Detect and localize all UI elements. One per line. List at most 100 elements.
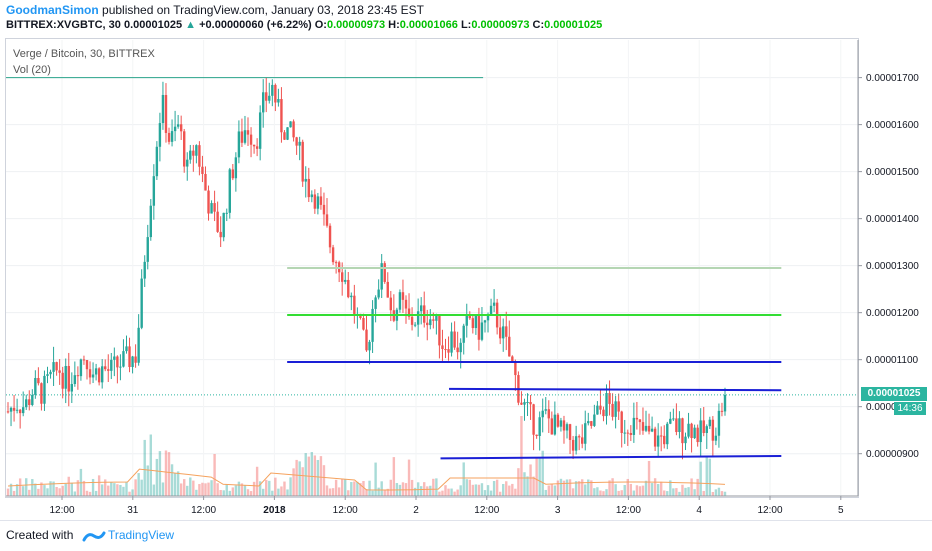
last-price-tag: 0.00001025: [861, 387, 927, 401]
volume-bar: [104, 479, 107, 496]
volume-bar: [666, 491, 669, 496]
volume-bar: [183, 479, 186, 496]
volume-bar: [289, 477, 292, 496]
volume-bar: [429, 485, 432, 496]
candle-body: [246, 130, 250, 135]
candle-body: [37, 377, 40, 384]
volume-bar: [246, 489, 250, 496]
volume-bar: [383, 489, 386, 496]
candle-body: [82, 359, 86, 361]
volume-bar: [693, 489, 696, 496]
volume-bar: [699, 461, 702, 496]
volume-bar: [313, 455, 317, 496]
candle-body: [553, 414, 557, 435]
candle-body: [593, 414, 596, 426]
candle-body: [374, 297, 377, 309]
volume-bar: [316, 459, 320, 496]
volume-bar: [67, 476, 70, 496]
volume-bar: [362, 480, 365, 496]
volume-bar: [249, 491, 253, 496]
volume-bar: [465, 479, 468, 496]
trend-line: [449, 387, 782, 392]
candle-body: [690, 423, 693, 439]
volume-bar: [596, 487, 599, 496]
candle-body: [192, 150, 195, 156]
author-link[interactable]: GoodmanSimon: [6, 3, 99, 17]
candle-body: [474, 315, 478, 329]
volume-bar: [374, 462, 377, 496]
volume-bar: [9, 483, 13, 496]
volume-bar: [25, 478, 28, 496]
x-tick-label: 12:00: [333, 505, 358, 516]
volume-bar: [708, 458, 712, 496]
candle-body: [210, 203, 213, 214]
candle-body: [383, 263, 386, 282]
volume-bar: [541, 450, 544, 496]
candle-body: [61, 372, 64, 389]
candle-body: [647, 425, 651, 432]
close-value: 0.00001025: [544, 19, 603, 31]
x-tick-label: 12:00: [474, 505, 499, 516]
candle-body: [18, 409, 22, 414]
volume-bar: [334, 479, 338, 496]
volume-bar: [167, 452, 171, 496]
candle-body: [113, 356, 116, 360]
candle-body: [626, 432, 629, 434]
volume-bar: [687, 487, 690, 496]
volume-bar: [271, 490, 274, 496]
candle-body: [365, 329, 368, 351]
candle-body: [623, 432, 626, 434]
volume-bar: [626, 478, 629, 496]
y-tick-label: 0.00001700: [866, 73, 919, 84]
legend-indicator[interactable]: Vol (20): [13, 64, 51, 76]
volume-bar: [213, 454, 216, 496]
candle-body: [635, 417, 639, 420]
tradingview-brand-link[interactable]: TradingView: [108, 528, 175, 542]
volume-bar: [222, 490, 225, 496]
volume-bar: [653, 478, 657, 496]
volume-bar: [292, 468, 295, 496]
volume-bar: [119, 484, 122, 496]
publish-header: GoodmanSimon published on TradingView.co…: [6, 3, 424, 17]
candle-body: [556, 414, 560, 427]
volume-bar: [535, 457, 538, 496]
candle-body: [526, 402, 529, 404]
volume-bar: [489, 490, 493, 496]
volume-bar: [331, 488, 335, 496]
volume-bar: [714, 489, 718, 496]
volume-bar: [702, 490, 705, 496]
high-value: 0.00001066: [399, 19, 458, 31]
candle-body: [416, 311, 420, 325]
x-tick-label: 12:00: [757, 505, 782, 516]
volume-bar: [486, 485, 490, 496]
legend-title: Verge / Bitcoin, 30, BITTREX: [13, 48, 155, 60]
candle-body: [12, 407, 16, 411]
volume-bar: [419, 486, 423, 496]
candle-body: [389, 297, 393, 311]
candle-body: [538, 417, 541, 437]
price-chart[interactable]: 0.00000900 0.000010 0.00001100 0.00001200 0.…: [0, 0, 932, 520]
volume-bar: [146, 465, 149, 496]
candle-body: [605, 393, 608, 417]
volume-bar: [581, 479, 584, 496]
candle-body: [435, 314, 438, 321]
x-tick-label: 12:00: [616, 505, 641, 516]
candle-body: [708, 419, 712, 427]
volume-bar: [140, 479, 143, 496]
candle-body: [49, 371, 52, 375]
volume-bar: [577, 481, 581, 496]
candle-body: [340, 272, 344, 282]
volume-bar: [584, 484, 587, 496]
candle-body: [407, 308, 411, 317]
volume-bar: [672, 488, 675, 496]
candle-body: [52, 362, 55, 372]
volume-bar: [37, 488, 40, 496]
volume-bar: [450, 488, 453, 496]
volume-bar: [483, 490, 487, 496]
candle-body: [170, 131, 174, 142]
candle-body: [632, 417, 636, 435]
candle-body: [94, 368, 98, 375]
volume-bar: [176, 471, 180, 496]
y-tick-label: 0.00001200: [866, 308, 919, 319]
candle-body: [331, 247, 335, 263]
